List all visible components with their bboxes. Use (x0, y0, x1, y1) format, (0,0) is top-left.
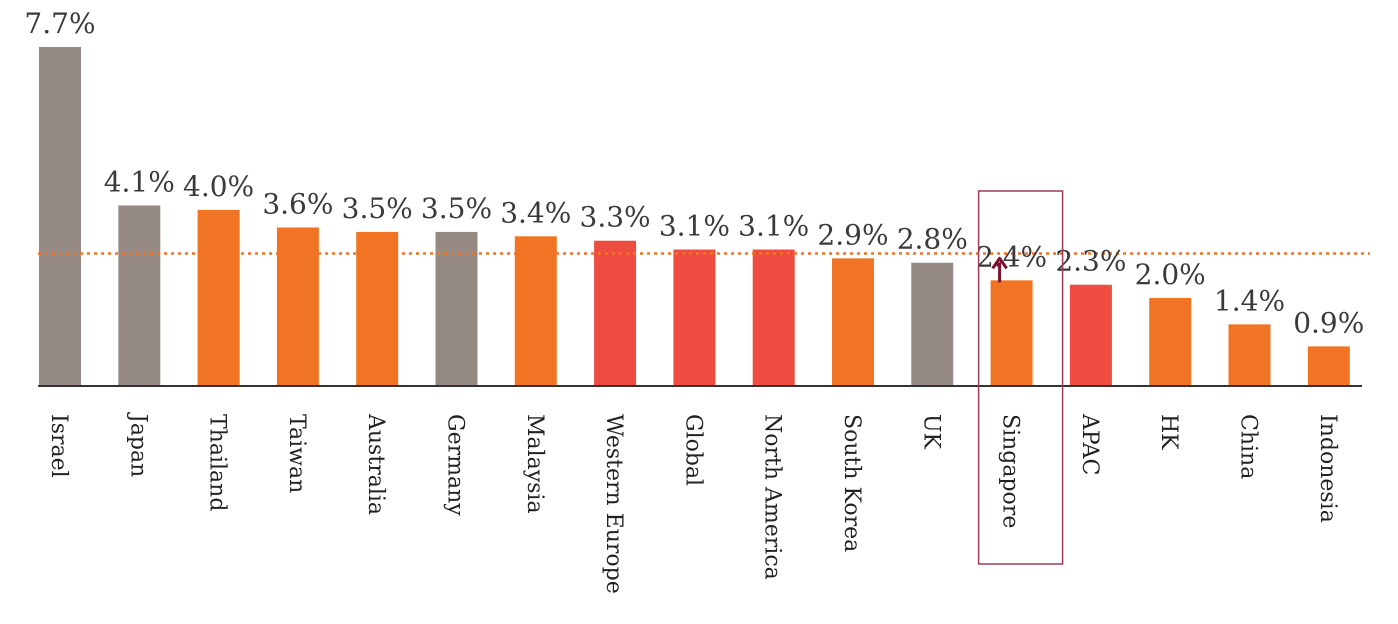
bar-thailand (197, 209, 240, 386)
bar-malaysia (514, 236, 557, 386)
bar-hk (1149, 297, 1192, 386)
bar-north-america (752, 249, 795, 386)
arrow-head (991, 256, 1008, 270)
up-arrow-icon (991, 256, 1008, 283)
category-label-china: China (1236, 414, 1261, 479)
value-label-thailand: 4.0% (183, 170, 254, 203)
bar-western-europe (594, 240, 637, 386)
value-label-western-europe: 3.3% (580, 201, 651, 234)
value-label-south-korea: 2.9% (817, 218, 888, 251)
category-label-north-america: North America (760, 414, 785, 580)
bar-uk (911, 262, 954, 386)
category-label-australia: Australia (363, 413, 388, 515)
bar-south-korea (832, 258, 874, 386)
bar-taiwan (276, 227, 319, 386)
value-label-israel: 7.7% (24, 7, 95, 40)
value-label-germany: 3.5% (421, 192, 492, 225)
bar-china (1228, 324, 1271, 386)
value-label-malaysia: 3.4% (500, 196, 571, 229)
value-label-indonesia: 0.9% (1293, 306, 1364, 339)
bar-australia (356, 231, 399, 386)
category-label-western-europe: Western Europe (601, 414, 626, 594)
category-label-israel: Israel (46, 414, 71, 478)
value-label-japan: 4.1% (104, 165, 175, 198)
value-label-global: 3.1% (659, 210, 730, 243)
value-label-australia: 3.5% (342, 192, 413, 225)
category-label-japan: Japan (125, 412, 150, 477)
bar-singapore (990, 280, 1033, 386)
bar-global (673, 249, 716, 386)
category-label-malaysia: Malaysia (522, 414, 547, 514)
category-label-germany: Germany (443, 414, 468, 516)
bar-apac (1069, 284, 1112, 386)
category-labels-group: Israel Japan Thailand Taiwan Australia German… (46, 412, 1340, 594)
bar-indonesia (1307, 346, 1350, 386)
category-label-global: Global (680, 414, 705, 486)
category-label-taiwan: Taiwan (284, 414, 309, 493)
category-label-hk: HK (1156, 414, 1181, 450)
category-label-thailand: Thailand (205, 414, 230, 511)
category-label-apac: APAC (1077, 413, 1102, 475)
value-label-china: 1.4% (1214, 284, 1285, 317)
value-label-apac: 2.3% (1055, 245, 1126, 278)
bar-israel (39, 47, 81, 386)
highlight-box (977, 190, 1064, 565)
value-labels-group: 7.7%4.1% 4.0%3.6% 3.5% 3.5% 3.4% 3.3% 3.1% 3.1%… (24, 7, 1364, 339)
category-label-indonesia: Indonesia (1315, 414, 1340, 523)
value-label-hk: 2.0% (1135, 258, 1206, 291)
value-label-singapore: 2.4% (976, 240, 1047, 273)
bar-japan (118, 205, 161, 386)
value-label-north-america: 3.1% (738, 210, 809, 243)
category-label-singapore: Singapore (998, 414, 1023, 528)
category-label-uk: UK (918, 414, 943, 450)
value-label-uk: 2.8% (897, 223, 968, 256)
value-label-taiwan: 3.6% (262, 188, 333, 221)
bar-germany (435, 231, 478, 386)
category-label-south-korea: South Korea (839, 414, 864, 552)
